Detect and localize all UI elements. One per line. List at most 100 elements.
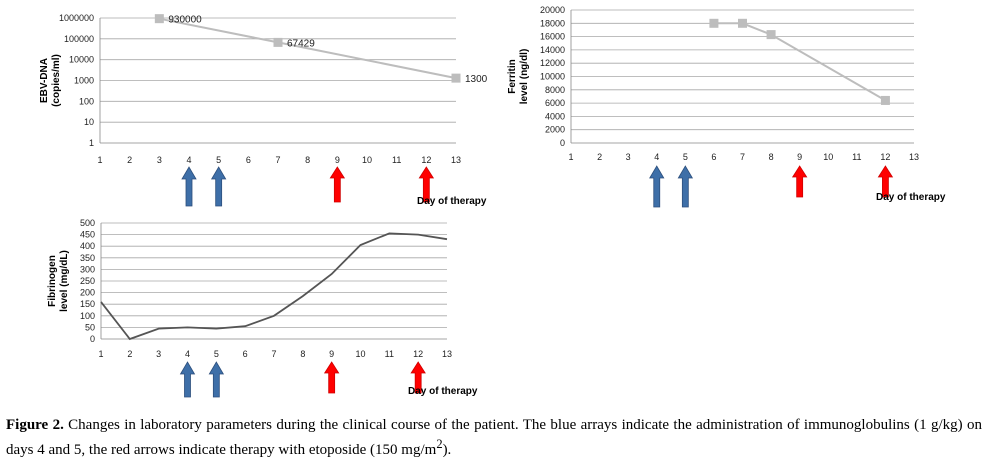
- x-tick-label: 12: [413, 349, 423, 359]
- x-tick-label: 12: [421, 155, 431, 165]
- arrow-up-icon: [877, 165, 894, 198]
- arrow-up-icon: [410, 361, 426, 394]
- y-axis-label: level (mg/dL): [59, 250, 70, 312]
- y-tick-label: 16000: [540, 32, 565, 42]
- x-tick-label: 6: [246, 155, 251, 165]
- day-of-therapy-label: Day of therapy: [408, 386, 478, 397]
- y-axis-label: EBV-DNA: [39, 58, 50, 103]
- y-tick-label: 0: [90, 334, 95, 344]
- x-tick-label: 6: [711, 152, 716, 162]
- x-tick-label: 10: [823, 152, 833, 162]
- x-tick-label: 1: [97, 155, 102, 165]
- data-point: [709, 18, 719, 28]
- data-label: 1300: [465, 74, 488, 85]
- y-tick-label: 50: [85, 322, 95, 332]
- x-tick-label: 7: [275, 155, 280, 165]
- y-tick-label: 10: [84, 117, 94, 127]
- x-tick-label: 1: [568, 152, 573, 162]
- x-tick-label: 11: [852, 152, 861, 162]
- x-tick-label: 9: [329, 349, 334, 359]
- y-axis-label: Fibrinogen: [47, 255, 58, 307]
- y-tick-label: 18000: [540, 18, 565, 28]
- caption-superscript: 2: [436, 437, 443, 451]
- y-tick-label: 300: [80, 264, 95, 274]
- x-tick-label: 13: [442, 349, 452, 359]
- arrow-up-icon: [791, 165, 808, 198]
- y-tick-label: 450: [80, 230, 95, 240]
- x-tick-label: 2: [127, 155, 132, 165]
- x-tick-label: 1: [98, 349, 103, 359]
- caption-label: Figure 2.: [6, 417, 64, 433]
- x-tick-label: 3: [626, 152, 631, 162]
- y-tick-label: 100: [79, 96, 94, 106]
- y-tick-label: 4000: [545, 111, 565, 121]
- figure-caption: Figure 2. Changes in laboratory paramete…: [6, 416, 982, 460]
- x-tick-label: 7: [271, 349, 276, 359]
- arrow-up-icon: [181, 166, 197, 207]
- y-tick-label: 2000: [545, 125, 565, 135]
- y-tick-label: 10000: [69, 55, 94, 65]
- y-tick-label: 1000: [74, 76, 94, 86]
- x-tick-label: 10: [355, 349, 365, 359]
- caption-tail: ).: [442, 442, 452, 458]
- x-tick-label: 9: [335, 155, 340, 165]
- x-tick-label: 11: [392, 155, 401, 165]
- y-axis-label: Ferritin: [507, 59, 518, 93]
- y-axis-label: level (ng/dl): [519, 49, 530, 105]
- y-tick-label: 400: [80, 241, 95, 251]
- caption-text: Changes in laboratory parameters during …: [6, 417, 982, 458]
- arrow-up-icon: [323, 361, 340, 394]
- x-tick-label: 5: [214, 349, 219, 359]
- y-tick-label: 100000: [64, 34, 94, 44]
- x-tick-label: 12: [880, 152, 890, 162]
- data-label: 67429: [287, 38, 315, 49]
- y-tick-label: 200: [80, 288, 95, 298]
- x-tick-label: 8: [300, 349, 305, 359]
- data-point: [880, 95, 890, 105]
- x-tick-label: 6: [243, 349, 248, 359]
- x-tick-label: 5: [683, 152, 688, 162]
- series-line: [713, 22, 886, 102]
- arrow-up-icon: [329, 166, 346, 203]
- y-tick-label: 10000: [540, 72, 565, 82]
- arrow-up-icon: [210, 166, 227, 207]
- x-tick-label: 5: [216, 155, 221, 165]
- y-tick-label: 250: [80, 276, 95, 286]
- x-tick-label: 10: [362, 155, 372, 165]
- arrow-up-icon: [418, 166, 435, 203]
- y-tick-label: 1000000: [59, 13, 94, 23]
- y-tick-label: 6000: [545, 98, 565, 108]
- arrow-up-icon: [179, 361, 196, 398]
- x-tick-label: 8: [305, 155, 310, 165]
- data-point: [766, 30, 776, 40]
- x-tick-label: 3: [156, 349, 161, 359]
- x-tick-label: 4: [185, 349, 190, 359]
- x-tick-label: 13: [451, 155, 461, 165]
- y-tick-label: 500: [80, 218, 95, 228]
- x-tick-label: 7: [740, 152, 745, 162]
- y-tick-label: 350: [80, 253, 95, 263]
- ferritin-chart: 0 2000 4000 6000 8000 10000 12000 14000 16000 180…: [507, 5, 946, 208]
- y-tick-label: 100: [80, 311, 95, 321]
- arrow-up-icon: [677, 165, 694, 208]
- series-line: [100, 232, 448, 341]
- y-tick-label: 12000: [540, 58, 565, 68]
- x-tick-label: 4: [186, 155, 191, 165]
- x-tick-label: 2: [597, 152, 602, 162]
- y-tick-label: 8000: [545, 85, 565, 95]
- arrow-up-icon: [208, 361, 225, 398]
- y-tick-label: 20000: [540, 5, 565, 15]
- x-tick-label: 4: [654, 152, 659, 162]
- data-label: 930000: [168, 15, 202, 26]
- x-tick-label: 9: [797, 152, 802, 162]
- y-tick-label: 1: [89, 138, 94, 148]
- data-point: [451, 73, 461, 83]
- x-tick-label: 2: [127, 349, 132, 359]
- arrow-up-icon: [649, 165, 665, 208]
- x-tick-label: 11: [385, 349, 394, 359]
- y-tick-label: 150: [80, 299, 95, 309]
- x-tick-label: 13: [909, 152, 919, 162]
